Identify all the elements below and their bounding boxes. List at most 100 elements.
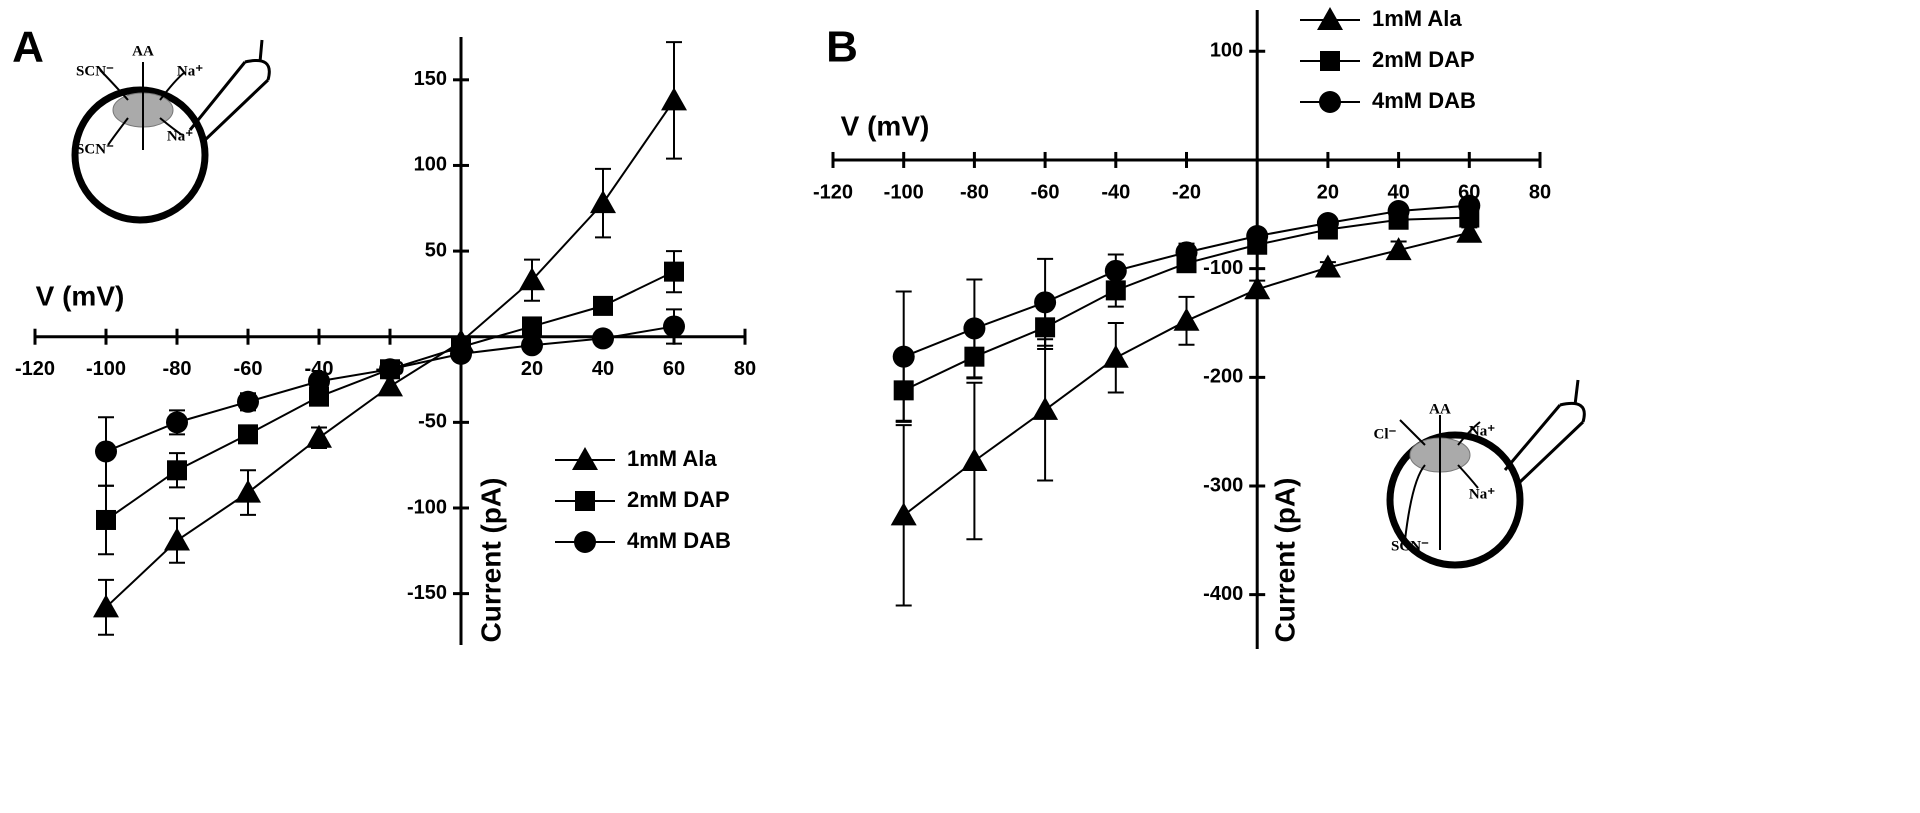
panel-label: B [826,23,858,72]
cell [1386,431,1524,569]
y-axis-label: Current (pA) [475,478,506,643]
data-point [1385,237,1412,261]
x-tick-label: -60 [1031,181,1060,203]
y-tick-label: -50 [418,411,447,433]
data-point [238,424,258,445]
ion-label: AA [132,43,154,59]
x-tick-label: 40 [592,358,614,380]
legend-marker [575,491,595,511]
y-tick-label: -100 [1203,257,1243,279]
data-point [592,327,614,350]
flux-arrows [1399,415,1481,550]
data-point [379,358,401,381]
data-point [593,295,613,316]
data-point [450,342,472,365]
data-point [1458,194,1481,217]
data-point [1246,225,1269,248]
y-tick-label: -150 [407,582,447,604]
data-point [167,460,187,481]
data-point [521,334,543,357]
data-point [1244,276,1271,300]
ion-label: Na⁺ [1469,486,1495,502]
y-tick-label: -400 [1203,583,1243,605]
y-tick-label: 50 [425,239,447,261]
ion-label: SCN⁻ [76,63,114,79]
x-axis-label: V (mV) [36,280,125,311]
ion-label: AA [1429,401,1451,417]
y-tick-label: 100 [414,154,447,176]
ion-label: Na⁺ [1469,423,1495,439]
x-tick-label: -80 [163,358,192,380]
legend-label: 4mM DAB [1372,88,1476,113]
inset-a [71,39,271,224]
x-tick-label: 20 [1317,181,1339,203]
legend-marker [1319,91,1341,113]
data-point [590,190,616,214]
series-line [903,231,1470,517]
pipette [1503,379,1586,484]
legend-marker [1317,7,1343,30]
x-tick-label: -100 [884,181,924,203]
legend-marker [1320,51,1340,71]
data-point [963,317,986,340]
data-point [661,87,687,111]
data-point [1316,212,1339,234]
x-tick-label: -20 [1172,181,1201,203]
data-point [306,424,332,448]
data-point [1102,344,1129,368]
x-tick-label: -80 [960,181,989,203]
data-point [522,316,542,337]
series-line [105,99,675,609]
legend-label: 2mM DAP [627,487,730,512]
legend-label: 2mM DAP [1372,47,1475,72]
x-tick-label: -120 [15,358,55,380]
data-point [664,261,684,282]
x-tick-label: -40 [1101,181,1130,203]
x-tick-label: -120 [813,181,853,203]
data-point [166,411,188,434]
x-tick-label: 40 [1387,181,1409,203]
x-tick-label: 80 [1529,181,1551,203]
y-tick-label: 150 [414,68,447,90]
flux-arrows [99,62,186,150]
data-point [309,386,329,407]
pipette [188,39,271,142]
data-point [164,527,190,551]
ion-label: Na⁺ [177,63,203,79]
ion-label: Cl⁻ [1374,426,1397,442]
y-tick-label: 100 [1210,40,1243,62]
cell [71,86,209,224]
legend-label: 1mM Ala [627,446,717,471]
x-axis-label: V (mV) [841,110,930,141]
x-tick-label: 60 [663,358,685,380]
data-point [961,447,988,471]
data-point [1105,280,1126,301]
y-tick-label: -200 [1203,366,1243,388]
x-tick-label: 20 [521,358,543,380]
data-point [892,345,915,368]
data-point [1314,254,1341,278]
y-axis-label: Current (pA) [1269,478,1300,643]
data-point [93,594,119,618]
data-point [890,502,917,526]
ion-label: SCN⁻ [1391,538,1429,554]
x-tick-label: 80 [734,358,756,380]
data-point [308,370,330,393]
data-point [1173,307,1200,331]
data-point [96,509,116,530]
panel-label: A [12,23,44,72]
data-point [663,315,685,338]
data-point [1032,396,1059,420]
data-point [235,479,261,503]
data-point [1034,291,1057,314]
data-point [1456,219,1483,243]
legend-label: 4mM DAB [627,528,731,553]
data-point [1104,259,1127,282]
ion-label: Na⁺ [167,128,193,144]
data-point [377,373,403,397]
y-tick-label: -300 [1203,474,1243,496]
data-point [95,440,117,463]
legend-marker [572,447,598,470]
ion-label: SCN⁻ [76,141,114,157]
